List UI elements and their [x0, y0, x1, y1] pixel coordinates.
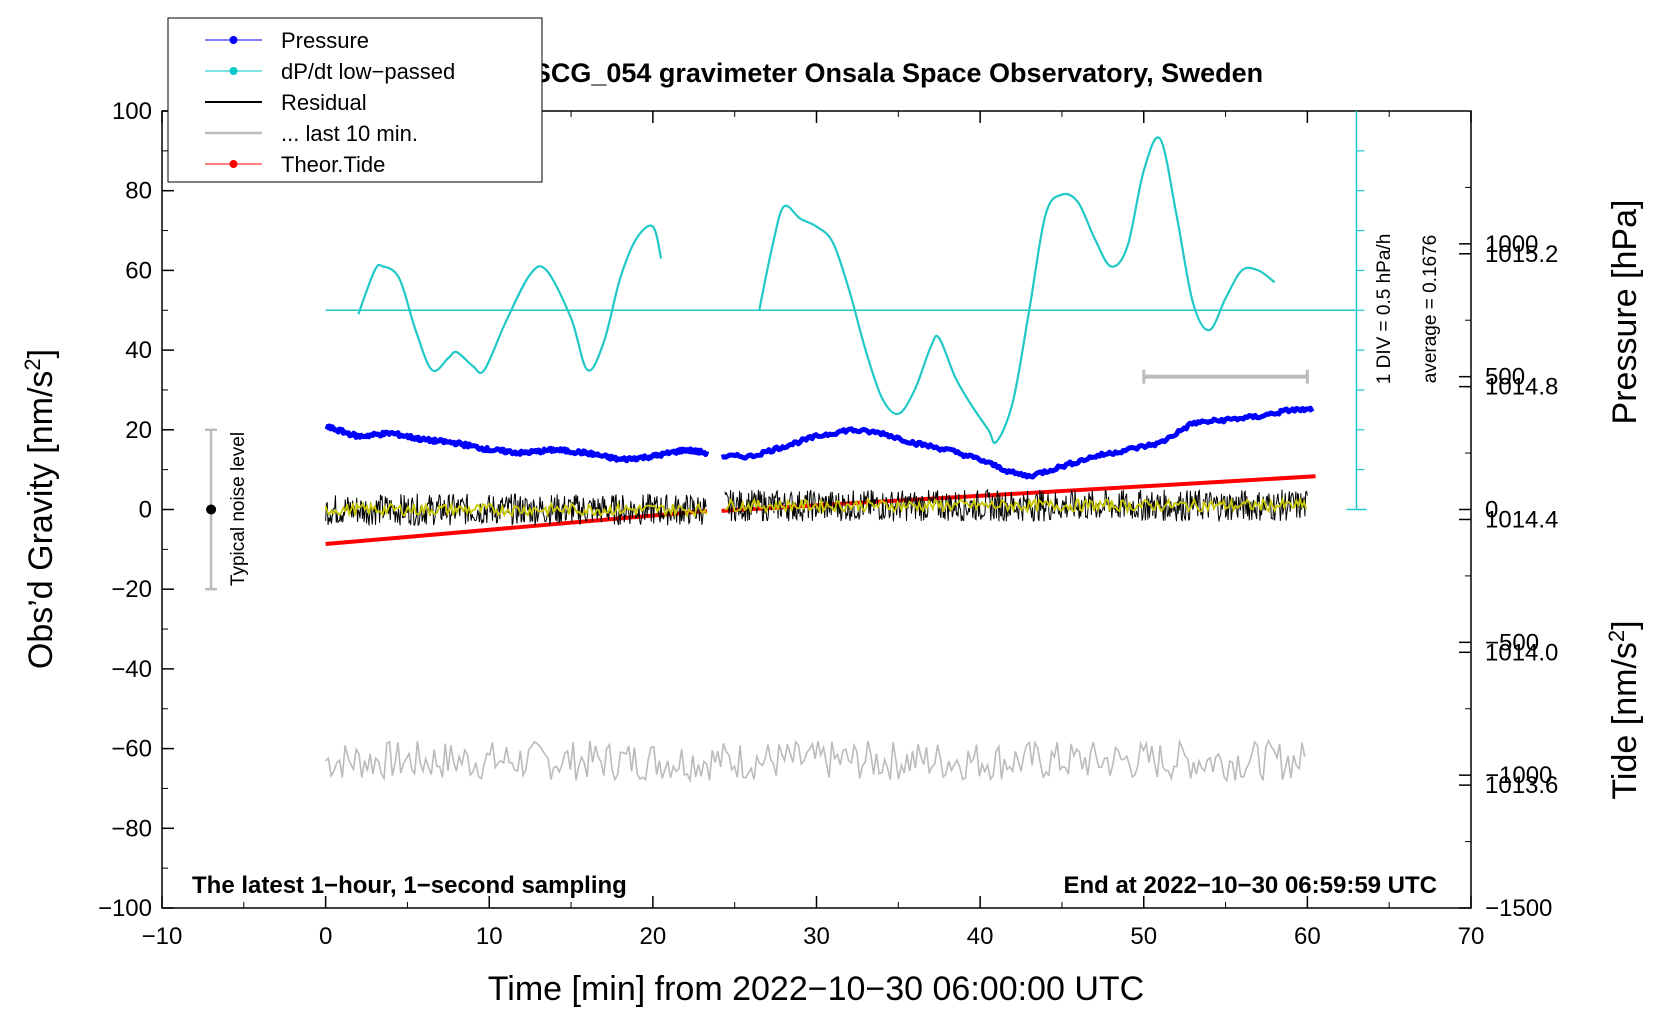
- y-tick-label: −20: [111, 576, 152, 603]
- legend-label: Residual: [281, 90, 367, 115]
- series-pressure: [720, 405, 1315, 480]
- y-axis-label-tide: Tide [nm/s2]: [1604, 620, 1644, 799]
- y-tick-label: 40: [125, 337, 152, 364]
- x-tick-label: 30: [803, 923, 830, 950]
- series-residual: [325, 493, 707, 526]
- pressure-tick-label: 1014.8: [1485, 374, 1558, 401]
- series-tide: [325, 508, 708, 547]
- legend: Pressure dP/dt low−passed Residual ... last…: [167, 17, 543, 183]
- y-tick-label: 0: [139, 497, 152, 524]
- x-tick-label: 70: [1458, 923, 1485, 950]
- tide-tick-label: −1500: [1485, 895, 1552, 922]
- series-dpdt: [758, 136, 1276, 444]
- annotation-sampling: The latest 1−hour, 1−second sampling: [192, 872, 627, 899]
- y-axis-label-pressure: Pressure [hPa]: [1606, 200, 1644, 425]
- x-tick-label: 50: [1130, 923, 1157, 950]
- legend-label: ... last 10 min.: [281, 121, 418, 146]
- chart-extras: [205, 111, 1367, 591]
- noise-level-label: Typical noise level: [228, 432, 249, 586]
- x-tick-label: 0: [319, 923, 332, 950]
- tide-tick-label: −1000: [1485, 762, 1552, 789]
- series-layer: [324, 136, 1316, 784]
- tide-tick-label: 0: [1485, 497, 1498, 524]
- tide-tick-label: 500: [1485, 364, 1525, 391]
- y-tick-label: −80: [111, 815, 152, 842]
- x-tick-label: −10: [142, 923, 183, 950]
- x-tick-label: 20: [640, 923, 667, 950]
- y-tick-label: −100: [98, 895, 152, 922]
- x-axis-ticks: −10 0 10 20 30 40 50 60 70: [142, 111, 1485, 950]
- legend-marker: [229, 67, 238, 75]
- y-tick-label: −60: [111, 736, 152, 763]
- pressure-tick-label: 1013.6: [1485, 772, 1558, 799]
- y-axis-label-left: Obs’d Gravity [nm/s2]: [20, 349, 60, 669]
- tide-tick-label: 1000: [1485, 231, 1538, 258]
- noise-bar-center: [206, 504, 217, 515]
- legend-marker: [229, 160, 238, 168]
- tide-tick-label: −500: [1485, 629, 1539, 656]
- x-axis-label: Time [min] from 2022−10−30 06:00:00 UTC: [488, 970, 1144, 1008]
- x-tick-label: 40: [967, 923, 994, 950]
- dpdt-average-label: average = 0.1676: [1420, 235, 1441, 383]
- y-tick-label: 60: [125, 257, 152, 284]
- series-dpdt: [357, 224, 663, 374]
- legend-label: dP/dt low−passed: [281, 59, 455, 84]
- legend-box: [167, 17, 543, 183]
- series-residual-smoothed: [724, 496, 1307, 515]
- legend-label: Pressure: [281, 28, 369, 53]
- y-axis-ticks: −100 −80 −60 −40 −20 0 20 40 60 80 100: [98, 98, 174, 922]
- chart-title: SCG_054 gravimeter Onsala Space Observat…: [533, 58, 1263, 88]
- x-tick-label: 10: [476, 923, 503, 950]
- legend-marker: [229, 36, 238, 44]
- series-pressure: [324, 423, 710, 464]
- series-residual-smoothed: [324, 500, 708, 519]
- pressure-tick-label: 1015.2: [1485, 241, 1558, 268]
- y-tick-label: 100: [112, 98, 152, 125]
- y-tick-label: 80: [125, 178, 152, 205]
- y-tick-label: −40: [111, 656, 152, 683]
- pressure-tick-label: 1014.0: [1485, 639, 1558, 666]
- legend-label: Theor.Tide: [281, 152, 385, 177]
- tide-axis-ticks: −1500 −1000 −500 0 500 1000: [1459, 231, 1552, 922]
- series-last-10-min: [325, 738, 1306, 784]
- pressure-tick-label: 1014.4: [1485, 506, 1558, 533]
- x-tick-label: 60: [1294, 923, 1321, 950]
- y-tick-label: 20: [125, 417, 152, 444]
- annotation-end-time: End at 2022−10−30 06:59:59 UTC: [1063, 872, 1437, 899]
- pressure-axis-ticks: 1013.6 1014.0 1014.4 1014.8 1015.2: [1459, 186, 1558, 799]
- dpdt-scale-label: 1 DIV = 0.5 hPa/h: [1374, 234, 1395, 385]
